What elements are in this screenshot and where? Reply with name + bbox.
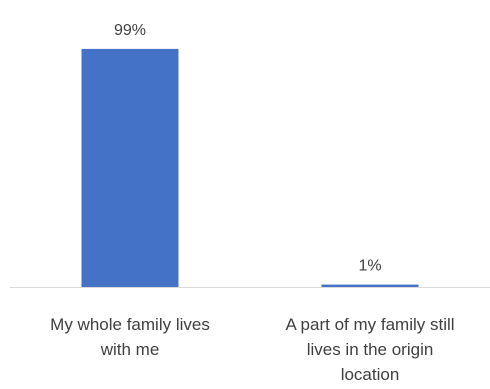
category-label-line: A part of my family still (285, 315, 454, 334)
category-label-1: My whole family lives with me (50, 315, 210, 359)
data-label-2: 1% (358, 258, 381, 275)
category-label-line: lives in the origin (307, 340, 434, 359)
category-label-line: with me (100, 340, 160, 359)
bars-group (81, 48, 419, 287)
data-label-1: 99% (114, 22, 146, 39)
category-label-line: My whole family lives (50, 315, 210, 334)
category-labels-group: My whole family lives with me A part of my… (50, 315, 454, 384)
bar-1 (81, 48, 179, 287)
bar-2 (321, 284, 419, 287)
category-label-line: location (341, 365, 400, 384)
category-label-2: A part of my family still lives in the or… (285, 315, 454, 384)
data-labels-group: 99% 1% (114, 22, 382, 275)
